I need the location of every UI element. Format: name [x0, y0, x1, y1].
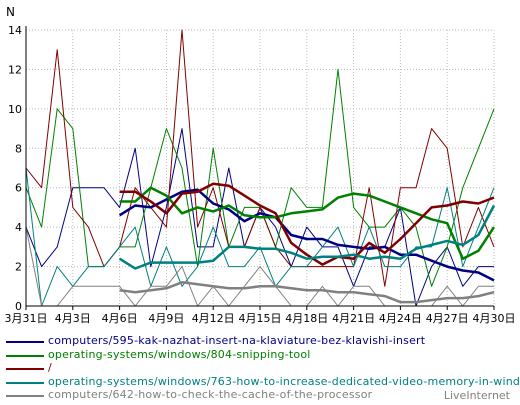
y-tick-label: 6 — [15, 182, 22, 195]
x-tick-label: 4月15日 — [239, 312, 282, 325]
y-tick-label: 0 — [15, 300, 22, 313]
y-tick-label: 2 — [15, 261, 22, 274]
legend-item: computers/642-how-to-check-the-cache-of-… — [6, 389, 520, 403]
credit-text: LiveInternet — [443, 389, 510, 402]
legend-item: operating-systems/windows/804-snipping-t… — [6, 349, 520, 363]
x-tick-label: 4月9日 — [148, 312, 184, 325]
y-tick-label: 10 — [8, 103, 22, 116]
x-tick-label: 3月31日 — [5, 312, 48, 325]
legend-item: / — [6, 362, 520, 376]
series-5-average-line — [119, 281, 495, 304]
x-tick-label: 4月30日 — [473, 312, 516, 325]
series-1-average-line — [118, 188, 495, 282]
y-tick-label: 14 — [8, 24, 22, 37]
series-4-average-line — [118, 204, 496, 270]
legend-swatch — [6, 381, 44, 384]
legend-swatch — [6, 354, 44, 357]
legend-label: operating-systems/windows/804-snipping-t… — [48, 348, 311, 361]
x-axis-ticks: 3月31日 4月3日 4月6日 4月9日 4月12日 4月15日 4月18日 4月21日 4月2… — [5, 306, 516, 325]
series-2-average-line — [119, 186, 496, 260]
legend-label: / — [48, 362, 52, 374]
legend-swatch — [6, 341, 44, 343]
axes — [25, 26, 494, 307]
x-tick-label: 4月3日 — [55, 312, 91, 325]
x-tick-label: 4月12日 — [192, 312, 235, 325]
legend: computers/595-kak-nazhat-insert-na-klavi… — [6, 335, 520, 403]
y-tick-label: 8 — [15, 142, 22, 155]
x-tick-label: 4月18日 — [285, 312, 328, 325]
x-tick-label: 4月6日 — [102, 312, 138, 325]
x-tick-label: 4月24日 — [379, 312, 422, 325]
x-tick-label: 4月27日 — [426, 312, 469, 325]
average-series-lines — [118, 182, 496, 304]
legend-label: computers/595-kak-nazhat-insert-na-klavi… — [48, 335, 426, 347]
legend-item: computers/595-kak-nazhat-insert-na-klavi… — [6, 335, 520, 349]
y-tick-label: 12 — [8, 63, 22, 76]
legend-label: operating-systems/windows/763-how-to-inc… — [48, 375, 520, 388]
y-axis-label: N — [6, 5, 15, 19]
grid-lines — [25, 29, 495, 307]
y-tick-label: 4 — [15, 221, 22, 234]
series-4-daily-line — [25, 167, 495, 307]
legend-label: computers/642-how-to-check-the-cache-of-… — [48, 389, 373, 401]
legend-swatch — [6, 368, 44, 370]
series-3-average-line — [119, 182, 495, 266]
x-tick-label: 4月21日 — [332, 312, 375, 325]
y-axis-ticks: 0 2 4 6 8 10 12 14 — [8, 24, 22, 313]
legend-swatch — [6, 395, 44, 397]
legend-item: operating-systems/windows/763-how-to-inc… — [6, 376, 520, 390]
